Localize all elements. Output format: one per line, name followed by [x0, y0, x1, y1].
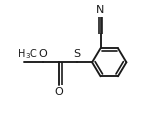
Text: S: S	[73, 49, 80, 59]
Text: 3: 3	[25, 53, 30, 59]
Text: N: N	[96, 5, 105, 15]
Text: C: C	[30, 49, 37, 59]
Text: O: O	[39, 49, 47, 59]
Text: O: O	[55, 87, 64, 97]
Text: H: H	[18, 49, 25, 59]
